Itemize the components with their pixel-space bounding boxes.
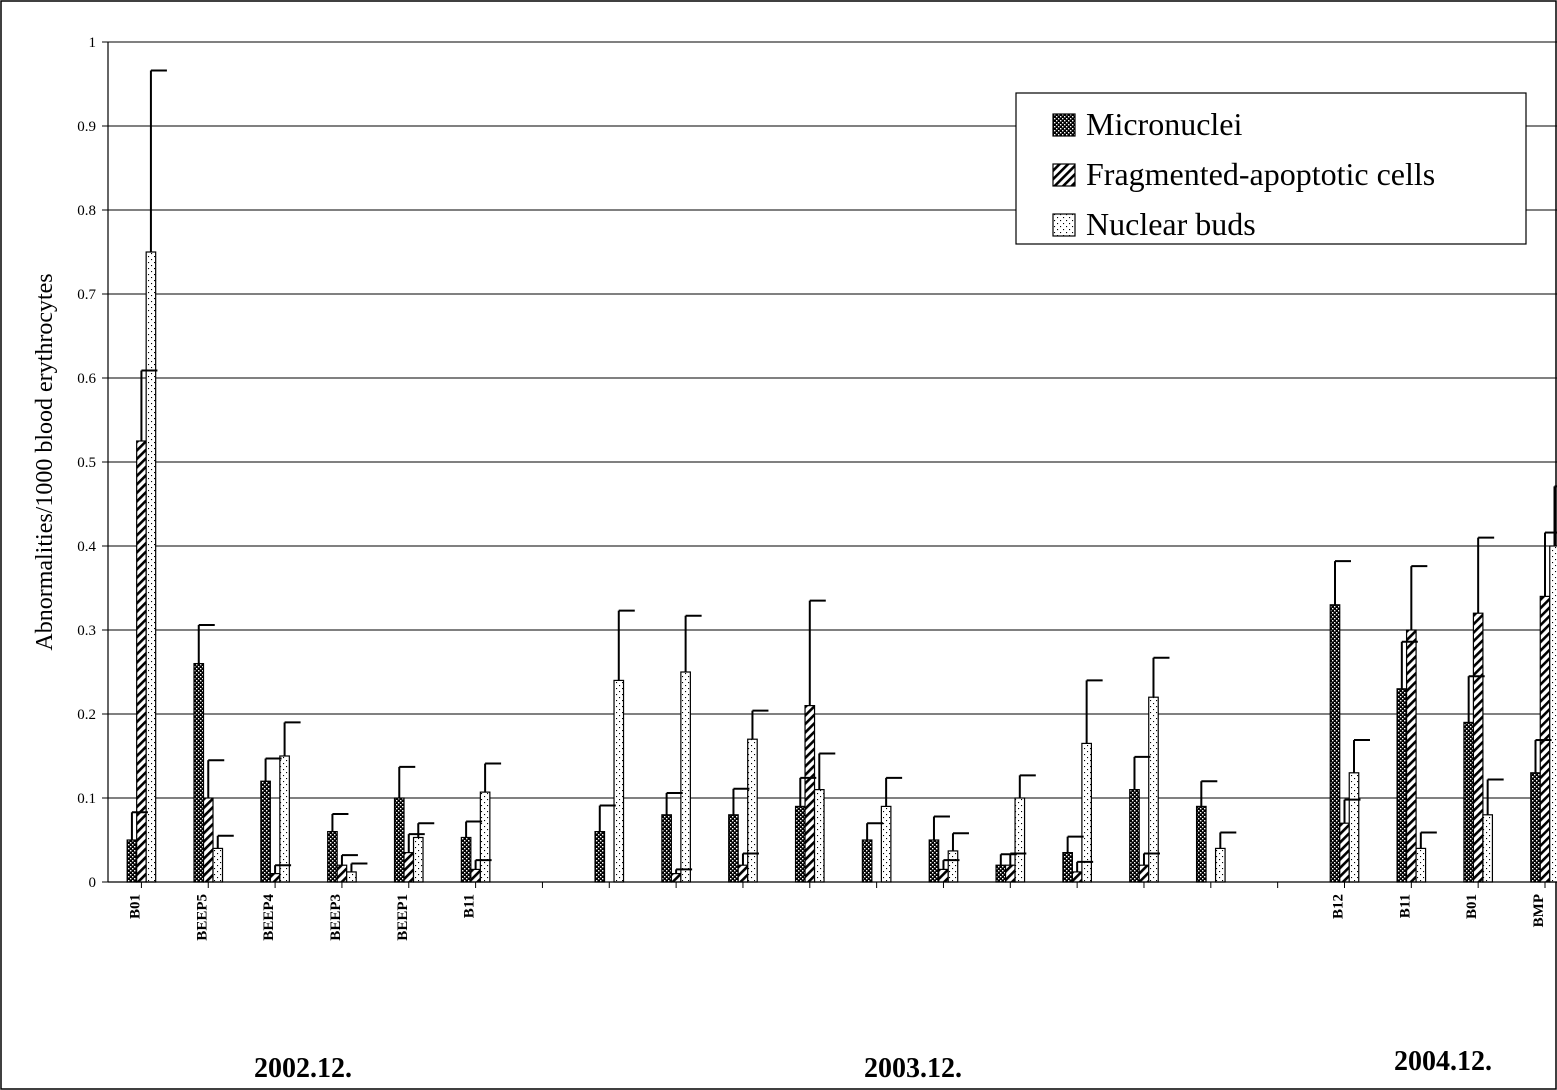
bar-nuclear-buds bbox=[212, 847, 224, 883]
bar-micronuclei bbox=[1463, 721, 1475, 883]
y-tick-label: 0.2 bbox=[77, 707, 96, 723]
group-label: 2003.12. bbox=[864, 1053, 962, 1084]
bar-nuclear-buds bbox=[1214, 847, 1226, 883]
bar-fragmented-apoptotic-cells bbox=[1138, 864, 1150, 883]
bar-nuclear-buds bbox=[813, 788, 825, 883]
group-labels: 2002.12. 2003.12. 2004.12. bbox=[254, 1046, 1492, 1084]
bar-micronuclei bbox=[460, 836, 472, 883]
bar-fragmented-apoptotic-cells bbox=[737, 864, 749, 883]
bar-fragmented-apoptotic-cells bbox=[470, 868, 481, 883]
y-tick-label: 0.5 bbox=[77, 455, 96, 471]
x-category-label: B11 bbox=[1397, 894, 1413, 918]
x-category-label: B01 bbox=[1464, 894, 1480, 919]
bar-nuclear-buds bbox=[279, 755, 290, 883]
legend-swatch bbox=[1052, 163, 1076, 187]
bar-series bbox=[126, 251, 1557, 883]
bar-micronuclei bbox=[861, 839, 873, 883]
error-bars bbox=[130, 69, 1557, 874]
bar-nuclear-buds bbox=[412, 836, 424, 883]
y-tick-label: 0.6 bbox=[77, 371, 96, 387]
axes bbox=[107, 42, 1557, 888]
bar-nuclear-buds bbox=[747, 738, 758, 883]
bar-fragmented-apoptotic-cells bbox=[336, 864, 348, 883]
x-category-label: BEEP3 bbox=[328, 894, 344, 941]
bar-micronuclei bbox=[1329, 604, 1341, 883]
bar-fragmented-apoptotic-cells bbox=[1472, 612, 1484, 883]
bar-micronuclei bbox=[1530, 772, 1541, 883]
bar-fragmented-apoptotic-cells bbox=[136, 440, 147, 883]
bar-micronuclei bbox=[1062, 851, 1073, 883]
bar-nuclear-buds bbox=[145, 251, 157, 883]
bar-nuclear-buds bbox=[680, 671, 691, 883]
bar-micronuclei bbox=[661, 814, 672, 883]
legend-entry: Nuclear buds bbox=[1086, 206, 1256, 242]
x-category-label: BEEP1 bbox=[395, 894, 411, 941]
group-label: 2002.12. bbox=[254, 1053, 352, 1084]
legend-swatch bbox=[1052, 113, 1076, 137]
group-label: 2004.12. bbox=[1394, 1046, 1492, 1077]
bar-fragmented-apoptotic-cells bbox=[403, 851, 415, 883]
bar-nuclear-buds bbox=[1014, 797, 1026, 883]
bar-nuclear-buds bbox=[880, 805, 892, 883]
legend-entry: Micronuclei bbox=[1086, 106, 1243, 142]
y-tick-label: 0 bbox=[89, 875, 97, 891]
bar-micronuclei bbox=[393, 797, 405, 883]
category-labels: B01 BEEP5 BEEP4 BEEP3 BEEP1 B11 B12 B11 B01 BMP bbox=[127, 894, 1547, 941]
legend-swatch bbox=[1052, 213, 1076, 237]
y-axis-label: Abnormalities/1000 blood erythrocytes bbox=[32, 273, 58, 650]
x-category-label: B01 bbox=[127, 894, 143, 919]
x-category-label: B11 bbox=[462, 894, 478, 918]
bar-micronuclei bbox=[928, 839, 940, 883]
y-tick-label: 0.8 bbox=[77, 203, 96, 219]
y-tick-label: 0.7 bbox=[77, 287, 96, 303]
y-tick-label: 1 bbox=[89, 35, 97, 51]
bar-micronuclei bbox=[126, 839, 138, 883]
bar-micronuclei bbox=[995, 864, 1007, 883]
bar-micronuclei bbox=[794, 805, 806, 883]
bar-micronuclei bbox=[260, 780, 271, 883]
bar-micronuclei bbox=[193, 662, 205, 883]
bar-nuclear-buds bbox=[613, 679, 625, 883]
y-tick-label: 0.3 bbox=[77, 623, 96, 639]
bar-micronuclei bbox=[594, 830, 606, 883]
bar-fragmented-apoptotic-cells bbox=[804, 704, 816, 883]
bar-micronuclei bbox=[728, 814, 739, 883]
bar-nuclear-buds bbox=[479, 791, 491, 883]
x-category-label: BEEP4 bbox=[261, 894, 277, 941]
bar-fragmented-apoptotic-cells bbox=[202, 797, 214, 883]
x-category-label: BMP bbox=[1531, 894, 1547, 927]
bar-fragmented-apoptotic-cells bbox=[670, 872, 682, 883]
bar-micronuclei bbox=[1396, 688, 1408, 883]
bar-fragmented-apoptotic-cells bbox=[938, 868, 949, 883]
y-tick-label: 0.9 bbox=[77, 119, 96, 135]
bar-nuclear-buds bbox=[346, 871, 357, 883]
bar-fragmented-apoptotic-cells bbox=[269, 872, 281, 883]
bar-micronuclei bbox=[327, 830, 338, 883]
bar-nuclear-buds bbox=[947, 850, 959, 883]
legend-entry: Fragmented-apoptotic cells bbox=[1086, 156, 1435, 192]
legend: Micronuclei Fragmented-apoptotic cells Nuc… bbox=[1015, 92, 1527, 245]
x-category-label: B12 bbox=[1330, 894, 1346, 919]
bar-nuclear-buds bbox=[1482, 814, 1494, 883]
bar-nuclear-buds bbox=[1348, 772, 1360, 883]
bar-micronuclei bbox=[1195, 805, 1207, 883]
y-axis-ticks: 0 0.1 0.2 0.3 0.4 0.5 0.6 0.7 0.8 0.9 1 bbox=[77, 35, 108, 891]
bar-nuclear-buds bbox=[1549, 545, 1557, 883]
bar-nuclear-buds bbox=[1415, 847, 1427, 883]
bar-fragmented-apoptotic-cells bbox=[1339, 822, 1350, 883]
bar-fragmented-apoptotic-cells bbox=[1405, 629, 1417, 883]
y-tick-label: 0.4 bbox=[77, 539, 96, 555]
y-tick-label: 0.1 bbox=[77, 791, 96, 807]
bar-fragmented-apoptotic-cells bbox=[1004, 864, 1016, 883]
x-category-label: BEEP5 bbox=[194, 894, 210, 941]
legend-box bbox=[1015, 92, 1527, 245]
bar-fragmented-apoptotic-cells bbox=[1071, 871, 1083, 883]
bar-micronuclei bbox=[1129, 788, 1140, 883]
